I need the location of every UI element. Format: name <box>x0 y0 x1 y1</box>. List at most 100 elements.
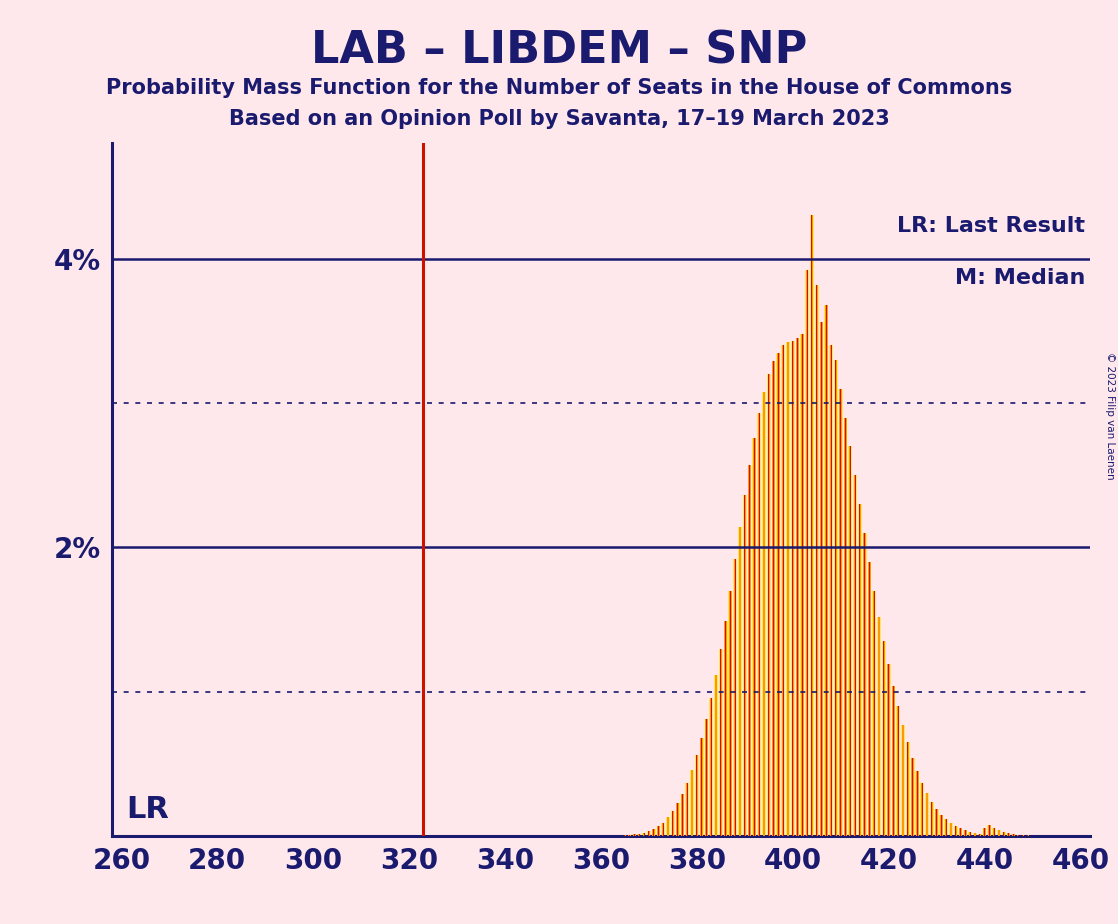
Bar <box>657 826 660 836</box>
Bar <box>844 418 847 836</box>
Bar <box>815 285 818 836</box>
Bar <box>936 808 938 836</box>
Bar <box>969 832 972 836</box>
Bar <box>954 826 958 836</box>
Bar <box>714 675 718 836</box>
Bar <box>1007 833 1010 836</box>
Bar <box>978 833 980 836</box>
Bar <box>983 828 986 836</box>
Bar <box>723 621 728 836</box>
Bar <box>878 617 880 836</box>
Bar <box>704 719 709 836</box>
Bar <box>872 590 877 836</box>
Bar <box>771 361 776 836</box>
Bar <box>958 829 963 836</box>
Bar <box>830 346 833 836</box>
Bar <box>863 533 865 836</box>
Bar <box>700 738 703 836</box>
Bar <box>709 698 713 836</box>
Bar <box>935 808 938 836</box>
Bar <box>781 346 785 836</box>
Bar <box>882 641 885 836</box>
Bar <box>887 664 891 836</box>
Bar <box>671 811 675 836</box>
Bar <box>748 465 751 836</box>
Bar <box>1012 834 1014 836</box>
Bar <box>853 475 858 836</box>
Bar <box>686 783 689 836</box>
Bar <box>1022 835 1024 836</box>
Bar <box>930 802 934 836</box>
Bar <box>950 823 953 836</box>
Bar <box>705 719 708 836</box>
Bar <box>729 590 731 836</box>
Bar <box>710 698 712 836</box>
Text: M: Median: M: Median <box>955 268 1086 288</box>
Bar <box>988 825 991 836</box>
Bar <box>964 831 967 836</box>
Bar <box>695 755 699 836</box>
Bar <box>891 686 896 836</box>
Bar <box>974 833 976 836</box>
Bar <box>854 475 856 836</box>
Bar <box>628 835 631 836</box>
Bar <box>873 590 875 836</box>
Bar <box>907 742 909 836</box>
Bar <box>638 833 641 836</box>
Bar <box>796 338 799 836</box>
Bar <box>863 533 866 836</box>
Bar <box>945 820 947 836</box>
Bar <box>637 833 642 836</box>
Bar <box>959 829 961 836</box>
Bar <box>1016 834 1020 836</box>
Text: Probability Mass Function for the Number of Seats in the House of Commons: Probability Mass Function for the Number… <box>106 78 1012 98</box>
Bar <box>719 649 722 836</box>
Bar <box>792 341 794 836</box>
Bar <box>840 389 842 836</box>
Bar <box>921 783 923 836</box>
Bar <box>901 725 904 836</box>
Bar <box>844 418 846 836</box>
Bar <box>949 823 953 836</box>
Bar <box>701 738 703 836</box>
Bar <box>666 818 670 836</box>
Bar <box>926 793 928 836</box>
Bar <box>897 706 900 836</box>
Bar <box>642 833 646 836</box>
Bar <box>920 783 925 836</box>
Bar <box>742 495 747 836</box>
Bar <box>653 829 655 836</box>
Bar <box>800 334 804 836</box>
Bar <box>681 794 683 836</box>
Bar <box>643 833 645 836</box>
Bar <box>758 413 760 836</box>
Bar <box>811 215 813 836</box>
Bar <box>787 343 789 836</box>
Bar <box>656 826 661 836</box>
Bar <box>917 772 919 836</box>
Bar <box>878 617 881 836</box>
Bar <box>834 359 837 836</box>
Bar <box>859 505 861 836</box>
Bar <box>796 338 798 836</box>
Bar <box>819 322 824 836</box>
Bar <box>1002 833 1006 836</box>
Bar <box>681 794 684 836</box>
Bar <box>939 815 944 836</box>
Bar <box>973 833 977 836</box>
Bar <box>773 361 775 836</box>
Bar <box>743 495 746 836</box>
Text: Based on an Opinion Poll by Savanta, 17–19 March 2023: Based on an Opinion Poll by Savanta, 17–… <box>228 109 890 129</box>
Bar <box>762 392 766 836</box>
Bar <box>930 802 934 836</box>
Bar <box>662 822 664 836</box>
Bar <box>1021 835 1025 836</box>
Bar <box>849 446 852 836</box>
Bar <box>752 438 756 836</box>
Bar <box>1012 834 1015 836</box>
Bar <box>777 353 779 836</box>
Bar <box>997 831 1001 836</box>
Bar <box>911 758 913 836</box>
Bar <box>675 803 680 836</box>
Bar <box>993 828 996 836</box>
